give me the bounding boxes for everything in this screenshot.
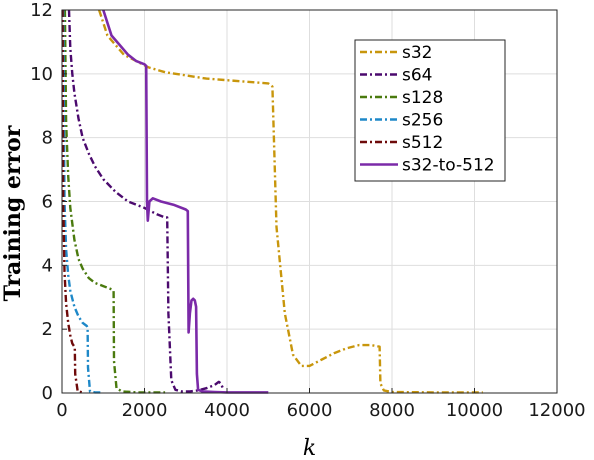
- x-tick-label: 12000: [528, 400, 585, 421]
- y-axis-ticks: 0 2 4 6 8 10 12: [30, 0, 67, 404]
- legend-box: [354, 39, 506, 182]
- y-tick-label: 8: [42, 128, 53, 149]
- x-tick-label: 2000: [122, 400, 168, 421]
- legend-label-s256: s256: [402, 111, 443, 131]
- y-tick-label: 4: [42, 255, 53, 276]
- x-tick-label: 6000: [287, 400, 333, 421]
- y-tick-label: 12: [30, 0, 53, 21]
- x-tick-label: 10000: [446, 400, 503, 421]
- legend-label-s512: s512: [402, 133, 443, 153]
- x-tick-label: 4000: [204, 400, 250, 421]
- legend-label-s128: s128: [402, 88, 443, 108]
- series-line-s512: [61, 9, 83, 394]
- series-lines: [61, 9, 483, 394]
- x-tick-label: 8000: [369, 400, 415, 421]
- y-tick-label: 2: [42, 319, 53, 340]
- series-line-s64: [67, 9, 224, 393]
- series-line-s32-to-512: [102, 9, 269, 394]
- y-tick-label: 0: [42, 383, 53, 404]
- y-tick-label: 10: [30, 64, 53, 85]
- y-tick-label: 6: [42, 192, 53, 213]
- series-line-s32: [97, 9, 483, 394]
- x-axis-label: k: [303, 436, 316, 460]
- x-axis-ticks: 0 2000 4000 6000 8000 10000 12000: [56, 388, 586, 421]
- y-axis-label: Training error: [0, 125, 26, 301]
- legend-label-s32-to-512: s32-to-512: [402, 156, 495, 176]
- series-line-s128: [63, 9, 166, 394]
- series-line-s256: [62, 9, 104, 394]
- legend-label-s32: s32: [402, 43, 433, 63]
- legend-label-s64: s64: [402, 66, 433, 86]
- x-tick-label: 0: [56, 400, 67, 421]
